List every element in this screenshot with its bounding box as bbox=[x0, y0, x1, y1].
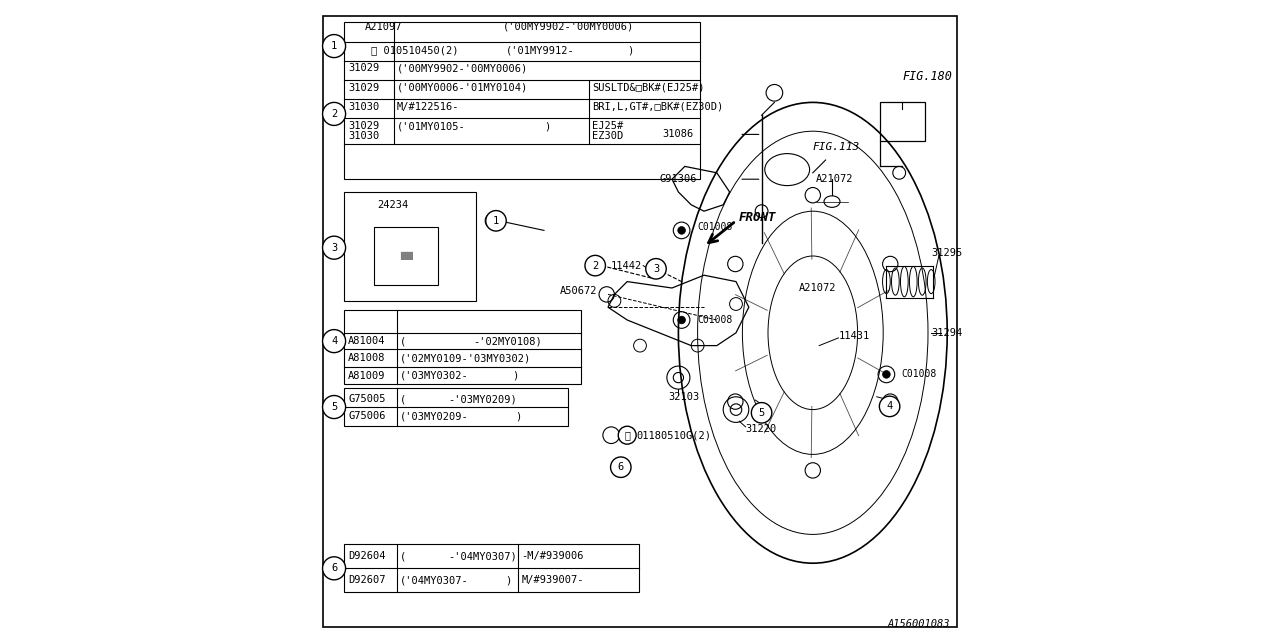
Text: 31220: 31220 bbox=[745, 424, 777, 434]
Text: M/#122516-: M/#122516- bbox=[397, 102, 460, 112]
Text: 31030: 31030 bbox=[348, 102, 379, 112]
Text: 4: 4 bbox=[887, 401, 892, 412]
Text: -'02MY0108): -'02MY0108) bbox=[474, 336, 543, 346]
Text: 1: 1 bbox=[332, 41, 337, 51]
Text: 2: 2 bbox=[593, 260, 598, 271]
Text: 24234: 24234 bbox=[378, 200, 408, 210]
Text: A156001083: A156001083 bbox=[888, 619, 950, 629]
Circle shape bbox=[323, 557, 346, 580]
Circle shape bbox=[879, 396, 900, 417]
Bar bbox=[344, 310, 581, 384]
Text: A21072: A21072 bbox=[799, 283, 836, 293]
Text: ('03MY0302-: ('03MY0302- bbox=[399, 371, 468, 381]
Text: 1: 1 bbox=[493, 216, 499, 226]
Text: ): ) bbox=[627, 45, 634, 56]
Text: FIG.113: FIG.113 bbox=[813, 142, 860, 152]
Circle shape bbox=[323, 396, 346, 419]
Text: -M/#939006: -M/#939006 bbox=[522, 551, 584, 561]
Circle shape bbox=[883, 371, 891, 378]
Text: ): ) bbox=[544, 121, 550, 131]
Text: ('00MY9902-'00MY0006): ('00MY9902-'00MY0006) bbox=[502, 22, 634, 32]
Text: Ⓑ: Ⓑ bbox=[625, 430, 630, 440]
Text: ('01MY0105-: ('01MY0105- bbox=[397, 121, 466, 131]
Text: (: ( bbox=[399, 551, 406, 561]
Text: A50672: A50672 bbox=[561, 286, 598, 296]
Text: FIG.180: FIG.180 bbox=[902, 70, 952, 83]
Bar bbox=[344, 192, 476, 301]
Circle shape bbox=[486, 211, 507, 231]
Text: C01008: C01008 bbox=[698, 315, 733, 325]
Text: 5: 5 bbox=[332, 402, 337, 412]
Text: -'03MY0209): -'03MY0209) bbox=[448, 394, 517, 404]
Text: 31030: 31030 bbox=[348, 131, 379, 141]
Circle shape bbox=[323, 102, 346, 125]
Circle shape bbox=[611, 457, 631, 477]
Text: 2: 2 bbox=[332, 109, 337, 119]
Bar bbox=[881, 102, 925, 141]
Text: 31086: 31086 bbox=[663, 129, 694, 140]
Text: 5: 5 bbox=[759, 408, 764, 418]
Text: BRI,L,GT#,□BK#(EZ30D): BRI,L,GT#,□BK#(EZ30D) bbox=[591, 102, 723, 112]
Circle shape bbox=[585, 255, 605, 276]
Text: G75005: G75005 bbox=[348, 394, 385, 404]
Text: 6: 6 bbox=[332, 563, 337, 573]
Text: ('00MY9902-'00MY0006): ('00MY9902-'00MY0006) bbox=[397, 63, 529, 74]
Circle shape bbox=[678, 316, 686, 324]
Circle shape bbox=[323, 35, 346, 58]
Text: (: ( bbox=[399, 336, 406, 346]
Text: ('04MY0307-: ('04MY0307- bbox=[399, 575, 468, 586]
Circle shape bbox=[646, 259, 667, 279]
Text: ██: ██ bbox=[399, 252, 413, 260]
Bar bbox=[344, 544, 639, 592]
Text: ('01MY9912-: ('01MY9912- bbox=[506, 45, 575, 56]
Text: 31029: 31029 bbox=[348, 63, 379, 74]
Text: 32103: 32103 bbox=[668, 392, 700, 402]
Circle shape bbox=[751, 403, 772, 423]
Text: G75006: G75006 bbox=[348, 411, 385, 421]
Bar bbox=[374, 227, 438, 285]
Text: 4: 4 bbox=[332, 336, 337, 346]
Text: 3: 3 bbox=[653, 264, 659, 274]
Text: C01008: C01008 bbox=[901, 369, 937, 380]
Text: C01008: C01008 bbox=[698, 222, 733, 232]
Text: 31029: 31029 bbox=[348, 83, 379, 93]
Text: ('02MY0109-'03MY0302): ('02MY0109-'03MY0302) bbox=[399, 353, 531, 364]
Text: ('03MY0209-: ('03MY0209- bbox=[399, 411, 468, 421]
Text: 11442: 11442 bbox=[612, 260, 643, 271]
Text: A81008: A81008 bbox=[348, 353, 385, 364]
Text: 3: 3 bbox=[332, 243, 337, 253]
Text: D92607: D92607 bbox=[348, 575, 385, 586]
Circle shape bbox=[618, 426, 636, 444]
Text: ('00MY0006-'01MY0104): ('00MY0006-'01MY0104) bbox=[397, 83, 529, 93]
Text: M/#939007-: M/#939007- bbox=[522, 575, 584, 586]
Text: ): ) bbox=[506, 575, 512, 586]
Text: SUSLTD&□BK#(EJ25#): SUSLTD&□BK#(EJ25#) bbox=[591, 83, 704, 93]
Text: (: ( bbox=[399, 394, 406, 404]
Text: EJ25#: EJ25# bbox=[591, 121, 623, 131]
Text: G91306: G91306 bbox=[659, 174, 696, 184]
Text: 31295: 31295 bbox=[932, 248, 963, 258]
Circle shape bbox=[323, 330, 346, 353]
Text: A21072: A21072 bbox=[817, 174, 854, 184]
Text: A21097: A21097 bbox=[365, 22, 402, 32]
Text: -'04MY0307): -'04MY0307) bbox=[448, 551, 517, 561]
Bar bbox=[344, 388, 568, 426]
Bar bbox=[344, 22, 699, 179]
Text: A81004: A81004 bbox=[348, 336, 385, 346]
Text: D92604: D92604 bbox=[348, 551, 385, 561]
Text: ): ) bbox=[516, 411, 521, 421]
Text: ): ) bbox=[512, 371, 518, 381]
Text: 31294: 31294 bbox=[932, 328, 963, 338]
Text: FRONT: FRONT bbox=[740, 211, 777, 224]
Text: 11431: 11431 bbox=[838, 331, 869, 341]
Text: A81009: A81009 bbox=[348, 371, 385, 381]
Text: 01180510G(2): 01180510G(2) bbox=[637, 430, 712, 440]
Circle shape bbox=[678, 227, 686, 234]
Circle shape bbox=[323, 236, 346, 259]
Text: 6: 6 bbox=[618, 462, 623, 472]
Text: 31029: 31029 bbox=[348, 121, 379, 131]
Text: Ⓑ 010510450(2): Ⓑ 010510450(2) bbox=[371, 45, 458, 56]
Text: EZ30D: EZ30D bbox=[591, 131, 623, 141]
